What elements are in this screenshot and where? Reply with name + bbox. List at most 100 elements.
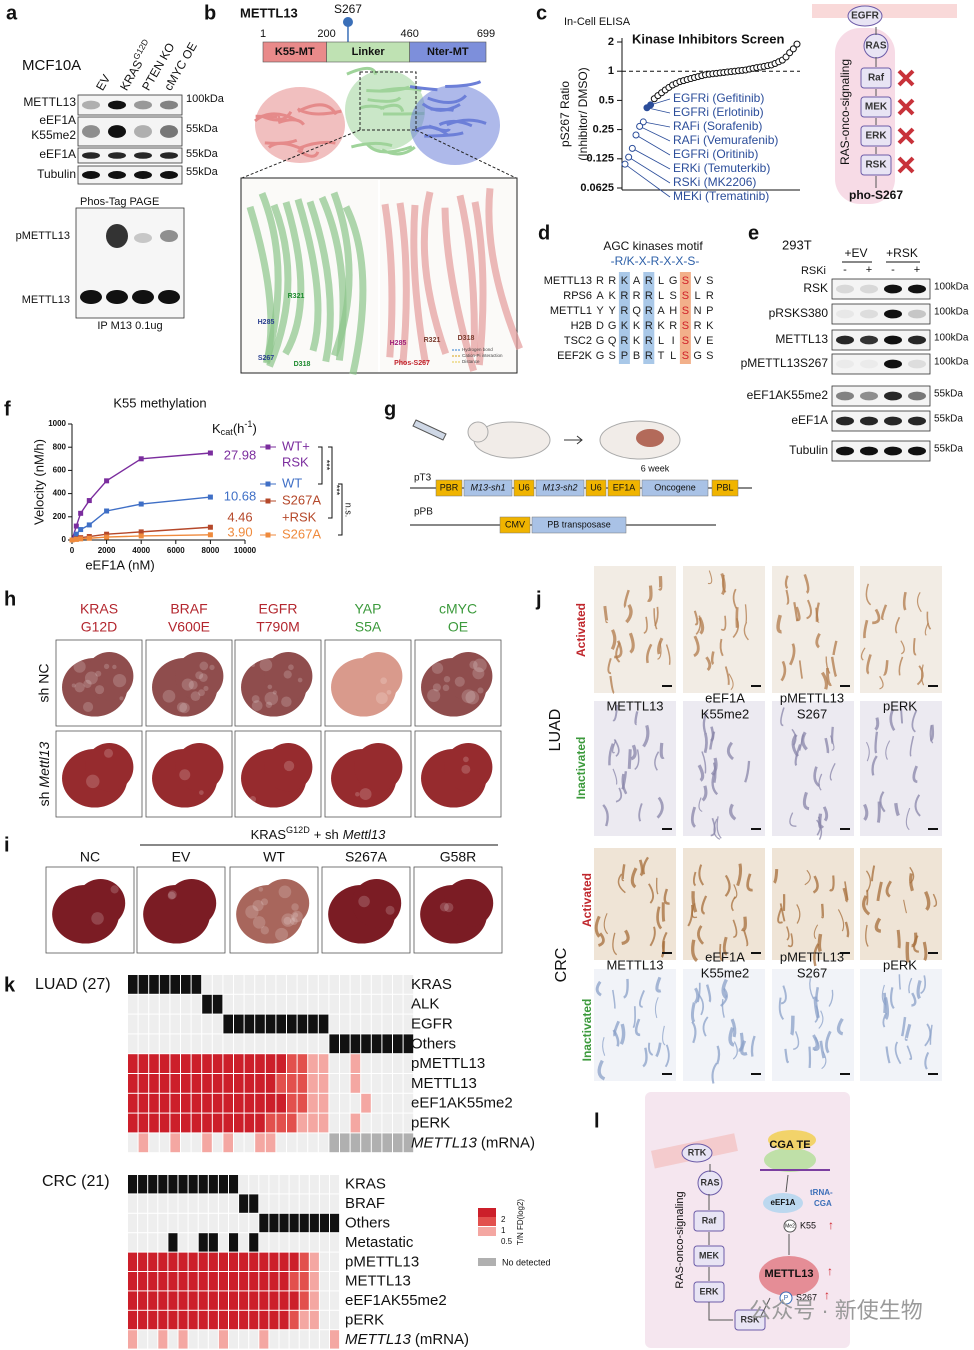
tissue xyxy=(874,731,879,754)
residue: L xyxy=(670,350,676,362)
marker-label: eEF1A xyxy=(705,690,745,705)
cell xyxy=(188,1194,198,1213)
band xyxy=(82,125,100,138)
residue: S xyxy=(682,275,689,287)
cell xyxy=(309,1194,319,1213)
residue: R xyxy=(645,335,653,347)
element-label: Oncogene xyxy=(654,482,696,492)
ribbon xyxy=(421,102,461,112)
cell xyxy=(229,1175,239,1194)
cell xyxy=(330,1194,340,1213)
cell xyxy=(393,994,403,1014)
band xyxy=(884,335,902,345)
treatment-sign: + xyxy=(866,264,872,276)
nodule xyxy=(249,796,257,803)
node xyxy=(860,125,892,147)
panel-label: k xyxy=(4,974,16,996)
site-dot xyxy=(342,17,353,27)
cell xyxy=(249,1175,259,1194)
cell xyxy=(329,1074,339,1093)
nodule xyxy=(83,701,94,713)
membrane xyxy=(812,4,957,18)
residue: R xyxy=(706,290,714,302)
cell xyxy=(393,1133,403,1153)
cell xyxy=(208,1194,218,1213)
group-label: S267A xyxy=(345,849,388,865)
cell xyxy=(276,1133,286,1153)
cell xyxy=(181,1074,191,1093)
model-label: YAP xyxy=(355,601,382,617)
cell xyxy=(148,1291,158,1310)
point xyxy=(104,478,110,484)
tissue xyxy=(690,806,697,828)
tissue xyxy=(798,734,805,751)
residue: K xyxy=(621,320,629,332)
liver-lobe xyxy=(85,652,134,701)
cell xyxy=(329,1093,339,1113)
cell xyxy=(308,1014,318,1034)
residue: S xyxy=(682,290,689,302)
ribbon xyxy=(420,191,450,355)
cell xyxy=(287,1034,297,1054)
cell xyxy=(138,1113,149,1133)
tissue xyxy=(621,771,628,790)
cell xyxy=(329,1054,339,1073)
cell xyxy=(149,1113,159,1133)
nodule xyxy=(251,700,263,711)
residue: E xyxy=(706,335,713,347)
tissue xyxy=(776,614,782,634)
cell xyxy=(276,1014,286,1034)
smear xyxy=(106,224,128,248)
tissue xyxy=(711,772,719,796)
cell xyxy=(159,975,170,994)
cell xyxy=(234,1014,244,1034)
cell xyxy=(329,1133,339,1153)
tissue xyxy=(597,932,605,947)
blot xyxy=(831,303,931,325)
tissue xyxy=(872,608,881,625)
tissue xyxy=(784,1048,790,1064)
cell xyxy=(138,1233,148,1252)
tissue xyxy=(829,875,835,892)
size-label: 100kDa xyxy=(934,282,969,293)
band xyxy=(908,309,926,319)
cell xyxy=(269,1252,279,1271)
residue-label: H285 xyxy=(258,319,275,326)
ribbon xyxy=(294,198,322,352)
inhibitor-point xyxy=(628,144,636,152)
cell xyxy=(289,1272,299,1291)
cell xyxy=(269,1330,279,1349)
ribbon xyxy=(396,202,410,364)
cell xyxy=(158,1194,168,1213)
tissue xyxy=(609,675,615,694)
cell xyxy=(350,975,361,994)
cell xyxy=(265,1093,276,1113)
row-label: ALK xyxy=(411,996,439,1013)
tissue xyxy=(787,933,794,948)
cell xyxy=(308,1054,318,1073)
kcat-value: 27.98 xyxy=(224,447,257,462)
protein-label: METTL13 xyxy=(544,275,592,287)
tissue xyxy=(902,591,907,611)
cell xyxy=(239,1310,249,1330)
residue: A xyxy=(657,305,665,317)
cell xyxy=(128,1291,138,1310)
cell xyxy=(255,1093,265,1113)
ribbon xyxy=(330,191,353,357)
tissue xyxy=(883,660,889,676)
tissue xyxy=(894,1041,902,1065)
leader xyxy=(646,107,671,114)
tissue xyxy=(780,707,785,727)
tissue xyxy=(879,675,884,690)
kcat-value: 4.46 xyxy=(227,509,252,524)
cell xyxy=(208,1175,218,1194)
tissue xyxy=(818,1010,824,1029)
tissue xyxy=(656,906,663,930)
tissue xyxy=(790,1015,795,1036)
legend-label: No detected xyxy=(502,1257,551,1267)
tissue xyxy=(773,868,779,884)
label-part: K xyxy=(212,421,221,436)
tissue xyxy=(885,740,891,760)
nodule xyxy=(112,673,127,688)
nodule xyxy=(290,917,298,925)
